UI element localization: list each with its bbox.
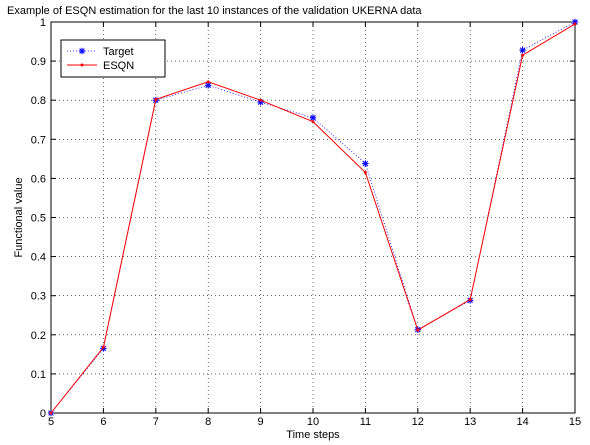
data-point-esqn: [101, 345, 105, 349]
data-point-esqn: [416, 328, 420, 332]
x-tick-label: 7: [153, 416, 159, 428]
legend: Target ESQN: [60, 39, 166, 78]
y-axis-label: Functional value: [13, 177, 25, 257]
x-tick-label: 14: [516, 416, 528, 428]
data-point-esqn: [468, 298, 472, 302]
y-tick-label: 0.9: [31, 56, 46, 68]
x-tick-label: 9: [258, 416, 264, 428]
y-tick-label: 0.6: [31, 173, 46, 185]
grid: [51, 22, 575, 413]
data-point-esqn: [154, 97, 158, 101]
legend-label-target: Target: [103, 46, 134, 58]
y-tick-label: 0: [40, 408, 46, 420]
y-tick-label: 0.5: [31, 213, 46, 225]
x-tick-label: 10: [307, 416, 319, 428]
data-point-target: [519, 46, 526, 54]
data-point-esqn: [259, 98, 263, 102]
series-layer: [47, 18, 579, 417]
x-tick-label: 8: [205, 416, 211, 428]
data-point-esqn: [206, 80, 210, 84]
data-point-target: [309, 114, 317, 121]
data-point-esqn: [573, 22, 577, 26]
x-tick-label: 5: [48, 416, 54, 428]
axis-ticks: 5 6 7 8 9 10 11 12 13 14 15 0 0.1 0.2 0.3 0.4 0.5 0.6 0.7 0…: [31, 17, 581, 428]
y-tick-label: 1: [40, 17, 46, 29]
chart-title: Example of ESQN estimation for the last …: [7, 5, 422, 17]
y-tick-label: 0.3: [31, 291, 46, 303]
data-point-esqn: [521, 53, 525, 57]
data-point-target: [362, 160, 369, 167]
x-tick-label: 12: [412, 416, 424, 428]
data-point-esqn: [311, 120, 315, 124]
x-tick-label: 13: [464, 416, 476, 428]
data-point-target: [205, 82, 212, 89]
x-tick-label: 6: [100, 416, 106, 428]
y-tick-label: 0.8: [31, 95, 46, 107]
y-tick-label: 0.4: [31, 252, 46, 264]
data-point-esqn: [363, 171, 367, 175]
y-tick-label: 0.2: [31, 330, 46, 342]
x-tick-label: 11: [360, 416, 371, 428]
data-point-esqn: [49, 411, 53, 415]
legend-marker-target: [78, 47, 86, 55]
legend-box: [60, 39, 166, 78]
y-tick-label: 0.1: [31, 369, 46, 381]
x-tick-label: 15: [569, 416, 581, 428]
legend-label-esqn: ESQN: [103, 60, 134, 72]
y-tick-label: 0.7: [31, 134, 46, 146]
x-axis-label: Time steps: [286, 429, 340, 441]
legend-marker-esqn: [80, 63, 84, 67]
